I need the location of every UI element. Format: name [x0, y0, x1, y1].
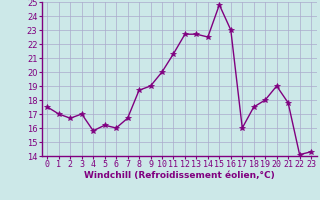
X-axis label: Windchill (Refroidissement éolien,°C): Windchill (Refroidissement éolien,°C)	[84, 171, 275, 180]
